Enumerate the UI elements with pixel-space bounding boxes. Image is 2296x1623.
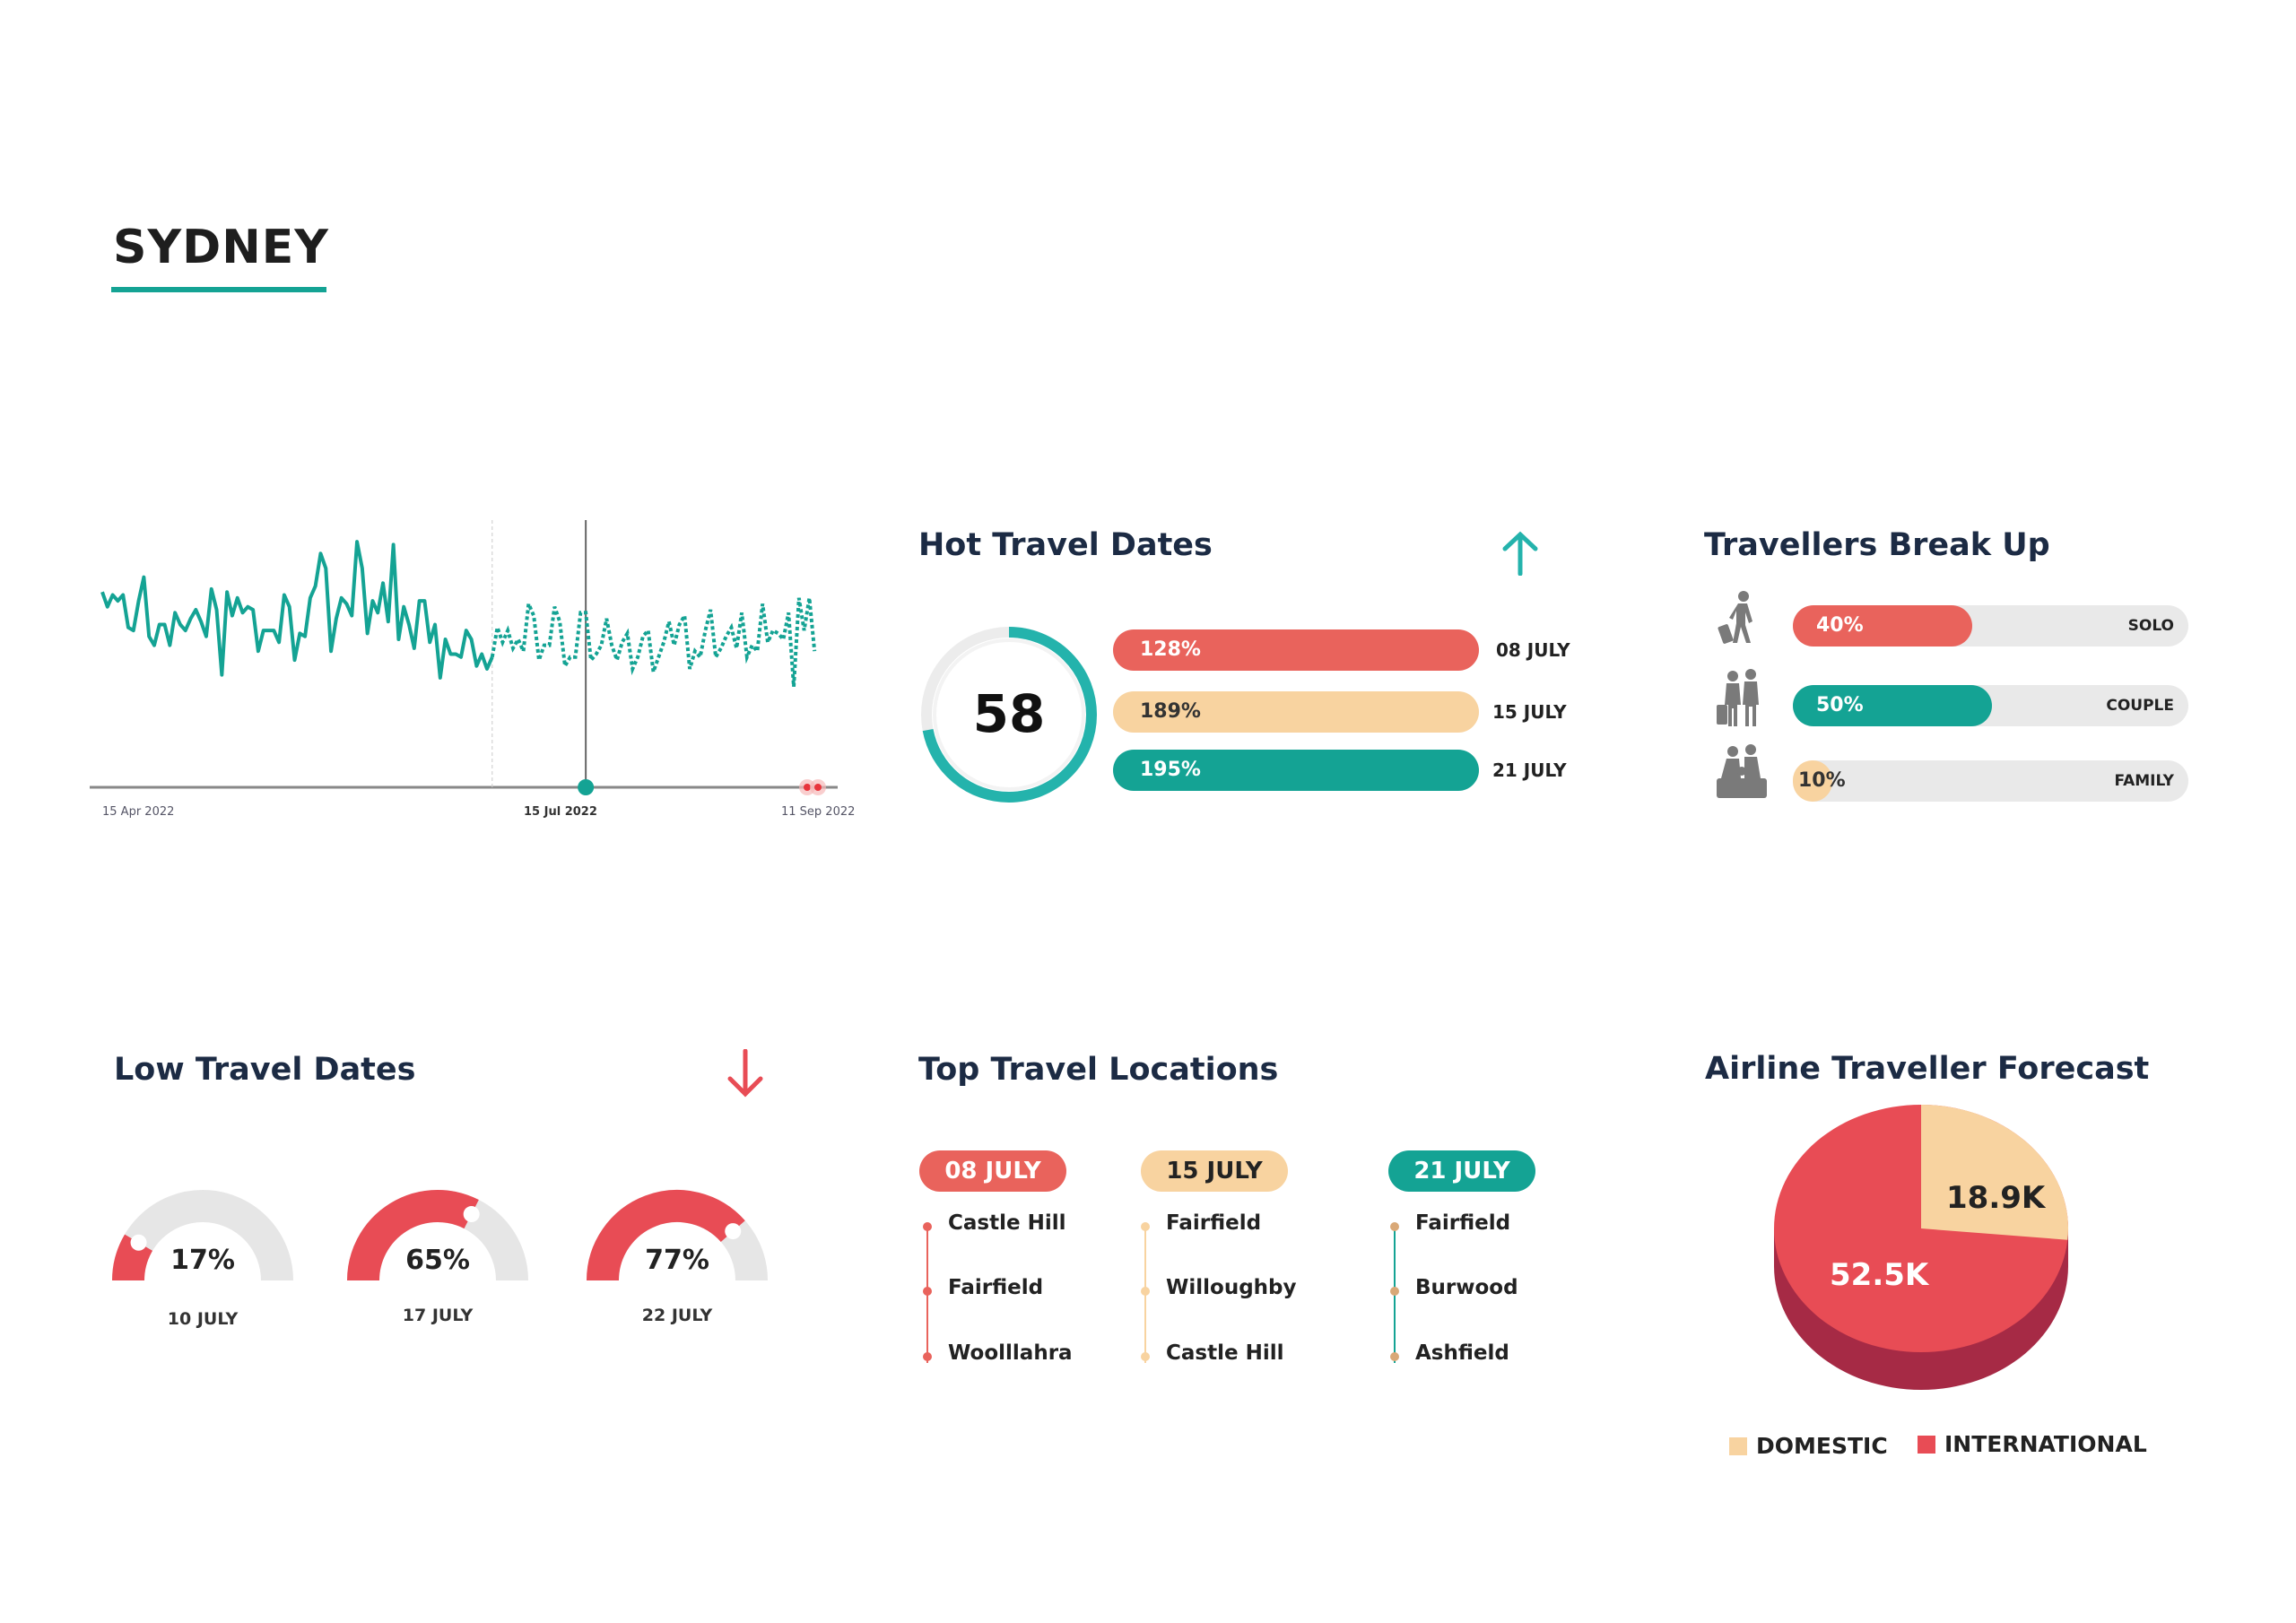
location-dot [923, 1287, 932, 1296]
low-travel-dates-title: Low Travel Dates [114, 1052, 416, 1088]
travel-trend-line-chart [90, 520, 838, 795]
hot-date-bar: 195% [1113, 750, 1479, 791]
traveller-pct: 10% [1798, 769, 1846, 792]
top-travel-locations-title: Top Travel Locations [918, 1052, 1279, 1088]
location-item[interactable]: Fairfield [1415, 1211, 1511, 1235]
series-actual [100, 540, 494, 680]
gauge-pct: 65% [405, 1245, 470, 1276]
highlight-marker [578, 779, 595, 795]
gauge-date: 17 JULY [402, 1306, 474, 1325]
airline-forecast-title: Airline Traveller Forecast [1705, 1051, 2150, 1087]
pie-slice-domestic [1921, 1105, 2068, 1240]
gauge-date: 10 JULY [167, 1309, 239, 1329]
location-item[interactable]: Woolllahra [948, 1341, 1073, 1365]
location-date-pill[interactable]: 21 JULY [1388, 1150, 1535, 1192]
x-label-highlight: 15 Jul 2022 [524, 805, 597, 819]
legend-label: INTERNATIONAL [1944, 1431, 2147, 1457]
travellers-break-up-title: Travellers Break Up [1704, 527, 2050, 563]
traveller-bar-solo: 40% SOLO [1793, 605, 2188, 647]
title-underline [111, 287, 326, 292]
hot-date-bar: 128% [1113, 629, 1479, 671]
hot-date-pct: 195% [1140, 759, 1201, 781]
location-item[interactable]: Fairfield [948, 1276, 1044, 1299]
location-dot [1390, 1287, 1399, 1296]
gauge-fill [347, 1190, 479, 1281]
location-dot [1390, 1352, 1399, 1361]
gauge-pct: 77% [645, 1245, 709, 1276]
pie-label-international: 52.5K [1830, 1257, 1929, 1293]
ring-inner [933, 638, 1085, 791]
traveller-bar-fill: 50% [1793, 685, 1992, 726]
hot-dates-ring [921, 627, 1097, 803]
couple-traveller-icon [1717, 669, 1759, 726]
legend-domestic: DOMESTIC [1729, 1433, 1888, 1459]
location-dot [923, 1222, 932, 1231]
traveller-label: COUPLE [2106, 697, 2174, 715]
traveller-bar-fill: 40% [1793, 605, 1972, 647]
ring-fill [921, 627, 1097, 803]
airline-forecast-pie [1774, 1105, 2068, 1390]
alert-marker [814, 784, 822, 791]
location-item[interactable]: Castle Hill [948, 1211, 1066, 1235]
location-item[interactable]: Burwood [1415, 1276, 1518, 1299]
location-dot [1390, 1222, 1399, 1231]
low-date-gauge [347, 1190, 528, 1281]
arrow-up-icon [1502, 531, 1538, 576]
legend-swatch-domestic [1729, 1437, 1747, 1455]
legend-international: INTERNATIONAL [1918, 1431, 2147, 1457]
traveller-label: SOLO [2127, 617, 2174, 635]
alert-marker [804, 784, 811, 791]
legend-swatch-international [1918, 1436, 1935, 1454]
solo-traveller-icon [1718, 591, 1752, 644]
gauge-knob [725, 1223, 742, 1240]
location-dot [1141, 1287, 1150, 1296]
hot-date-bar: 189% [1113, 691, 1479, 733]
hot-date-label: 08 JULY [1496, 639, 1570, 661]
location-item[interactable]: Willoughby [1166, 1276, 1297, 1299]
family-traveller-icon [1717, 744, 1767, 798]
pie-label-domestic: 18.9K [1946, 1180, 2046, 1216]
location-item[interactable]: Ashfield [1415, 1341, 1509, 1365]
series-forecast [490, 596, 817, 687]
location-item[interactable]: Fairfield [1166, 1211, 1262, 1235]
traveller-bar-family: 10% FAMILY [1793, 760, 2188, 802]
hot-date-label: 21 JULY [1492, 759, 1567, 781]
hot-travel-dates-title: Hot Travel Dates [918, 527, 1213, 563]
location-date-pill[interactable]: 15 JULY [1141, 1150, 1288, 1192]
page-title: SYDNEY [113, 221, 329, 274]
location-item[interactable]: Castle Hill [1166, 1341, 1284, 1365]
gauge-knob [463, 1206, 480, 1223]
arrow-down-icon [727, 1049, 763, 1098]
ring-value: 58 [972, 683, 1046, 744]
gauge-pct: 17% [170, 1245, 235, 1276]
location-dot [1141, 1222, 1150, 1231]
traveller-label: FAMILY [2114, 772, 2174, 790]
traveller-bar-fill: 10% [1793, 760, 1846, 802]
gauge-date: 22 JULY [641, 1306, 713, 1325]
low-date-gauge [112, 1190, 293, 1281]
gauge-knob [130, 1234, 147, 1251]
gauge-fill [587, 1190, 745, 1281]
x-label-end: 11 Sep 2022 [781, 805, 856, 819]
legend-label: DOMESTIC [1756, 1433, 1888, 1459]
hot-date-pct: 189% [1140, 700, 1201, 723]
location-dot [923, 1352, 932, 1361]
x-label-start: 15 Apr 2022 [102, 805, 175, 819]
traveller-bar-couple: 50% COUPLE [1793, 685, 2188, 726]
location-dot [1141, 1352, 1150, 1361]
low-date-gauge [587, 1190, 768, 1281]
traveller-pct: 50% [1816, 694, 1864, 716]
location-date-pill[interactable]: 08 JULY [919, 1150, 1066, 1192]
hot-date-label: 15 JULY [1492, 701, 1567, 723]
hot-date-pct: 128% [1140, 638, 1201, 661]
traveller-pct: 40% [1816, 614, 1864, 637]
